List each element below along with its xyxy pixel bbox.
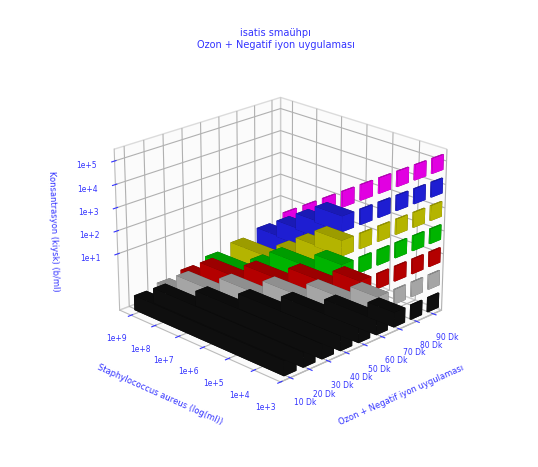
Y-axis label: Staphylococcus aureus (log(ml)): Staphylococcus aureus (log(ml)) — [96, 363, 224, 427]
Title: isatis smaühpı
Ozon + Negatif iyon uygulaması: isatis smaühpı Ozon + Negatif iyon uygul… — [197, 28, 355, 50]
X-axis label: Ozon + Negatif iyon uygulaması: Ozon + Negatif iyon uygulaması — [337, 363, 465, 427]
